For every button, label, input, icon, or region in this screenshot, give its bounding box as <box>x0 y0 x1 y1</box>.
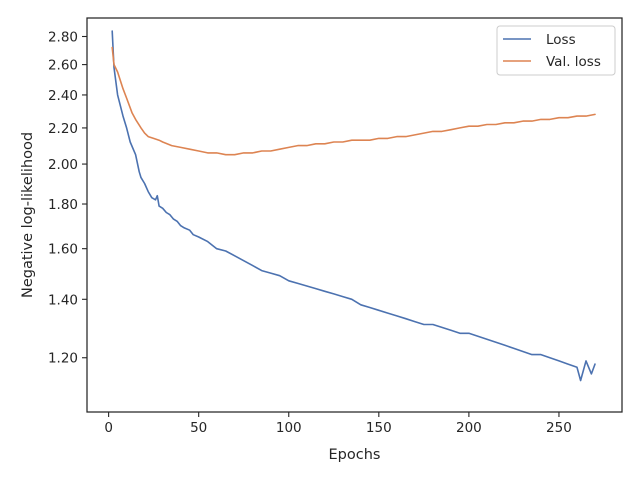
y-tick-label: 2.80 <box>48 29 78 45</box>
x-tick-label: 50 <box>190 420 207 436</box>
legend: Loss Val. loss <box>496 25 616 76</box>
y-tick-label: 1.80 <box>48 197 78 213</box>
x-tick-label: 0 <box>104 420 113 436</box>
x-axis-label: Epochs <box>329 447 381 463</box>
y-tick-label: 2.20 <box>48 121 78 137</box>
y-tick-label: 2.40 <box>48 88 78 104</box>
y-tick-label: 1.20 <box>48 351 78 367</box>
x-tick-label: 100 <box>276 420 302 436</box>
series-layer <box>111 30 596 382</box>
y-axis: 1.20 1.40 1.60 1.80 2.00 2.20 2.40 2.60 2.80 <box>48 29 87 367</box>
series-line-val-loss <box>111 46 596 156</box>
y-tick-label: 2.60 <box>48 58 78 74</box>
plot-area <box>87 18 622 412</box>
x-tick-label: 200 <box>456 420 482 436</box>
legend-entry: Loss <box>546 32 576 48</box>
legend-entry: Val. loss <box>546 54 601 70</box>
x-tick-label: 150 <box>366 420 392 436</box>
x-tick-label: 250 <box>546 420 572 436</box>
y-tick-label: 1.40 <box>48 292 78 308</box>
axes-frame <box>86 17 623 413</box>
series-line-loss <box>111 30 596 382</box>
y-tick-label: 1.60 <box>48 242 78 258</box>
y-axis-label: Negative log-likelihood <box>20 132 36 298</box>
y-tick-label: 2.00 <box>48 157 78 173</box>
x-axis: 0 50 100 150 200 250 <box>104 412 572 436</box>
